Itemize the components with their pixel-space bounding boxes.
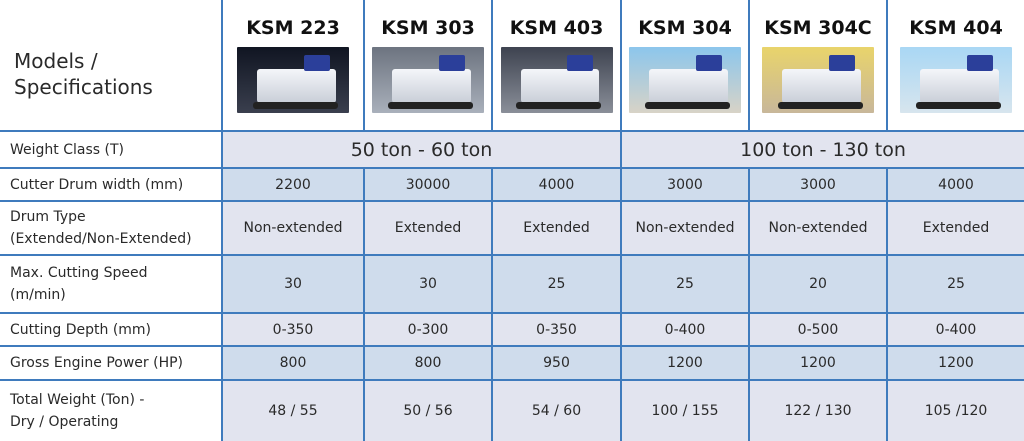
spec-value-cell: 30000 xyxy=(363,167,493,202)
spec-value-cell: 0-350 xyxy=(221,312,365,347)
model-photo xyxy=(372,47,484,113)
model-col-4: KSM 304C xyxy=(748,0,888,132)
spec-value-cell: 100 / 155 xyxy=(620,379,750,441)
row-label: Cutter Drum width (mm) xyxy=(0,167,223,202)
corner-label: Models / Specifications xyxy=(0,0,223,132)
spec-value-cell: Extended xyxy=(491,200,622,256)
spec-value-cell: 30 xyxy=(221,254,365,314)
row-label: Gross Engine Power (HP) xyxy=(0,345,223,381)
spec-value-cell: 54 / 60 xyxy=(491,379,622,441)
row-label: Drum Type (Extended/Non-Extended) xyxy=(0,200,223,256)
model-name: KSM 303 xyxy=(381,17,475,39)
weight-group-cell: 100 ton - 130 ton xyxy=(620,130,1024,169)
model-col-2: KSM 403 xyxy=(491,0,622,132)
spec-value-cell: 4000 xyxy=(886,167,1024,202)
spec-value-cell: 950 xyxy=(491,345,622,381)
spec-value-cell: 30 xyxy=(363,254,493,314)
row-label-line: Drum Type xyxy=(10,209,86,225)
model-name: KSM 304 xyxy=(638,17,732,39)
spec-value-cell: 1200 xyxy=(620,345,750,381)
spec-value-cell: 0-350 xyxy=(491,312,622,347)
weight-group-cell: 50 ton - 60 ton xyxy=(221,130,622,169)
model-photo xyxy=(762,47,874,113)
spec-value-cell: 1200 xyxy=(748,345,888,381)
spec-row: Cutting Depth (mm) 0-350 0-300 0-350 0-400 0… xyxy=(0,312,1024,347)
row-label-line: (m/min) xyxy=(10,287,66,303)
spec-row: Cutter Drum width (mm) 2200 30000 4000 3000… xyxy=(0,167,1024,202)
spec-row: Total Weight (Ton) - Dry / Operating 48 /… xyxy=(0,379,1024,441)
model-name: KSM 304C xyxy=(764,17,872,39)
spec-value-cell: 800 xyxy=(221,345,365,381)
spec-value-cell: 3000 xyxy=(620,167,750,202)
spec-value-cell: 25 xyxy=(491,254,622,314)
model-col-5: KSM 404 xyxy=(886,0,1024,132)
model-photo xyxy=(629,47,741,113)
spec-row: Drum Type (Extended/Non-Extended) Non-ext… xyxy=(0,200,1024,256)
spec-value-cell: 20 xyxy=(748,254,888,314)
spec-value-cell: 2200 xyxy=(221,167,365,202)
spec-value-cell: Non-extended xyxy=(620,200,750,256)
spec-value-cell: 0-500 xyxy=(748,312,888,347)
row-label: Max. Cutting Speed (m/min) xyxy=(0,254,223,314)
spec-value-cell: 25 xyxy=(620,254,750,314)
spec-value-cell: 3000 xyxy=(748,167,888,202)
row-label: Weight Class (T) xyxy=(0,130,223,169)
weight-class-row: Weight Class (T) 50 ton - 60 ton 100 ton… xyxy=(0,130,1024,169)
spec-value-cell: 48 / 55 xyxy=(221,379,365,441)
spec-value-cell: 25 xyxy=(886,254,1024,314)
model-col-3: KSM 304 xyxy=(620,0,750,132)
models-header-row: Models / Specifications KSM 223 KSM 303 … xyxy=(0,0,1024,132)
spec-value-cell: 4000 xyxy=(491,167,622,202)
row-label: Total Weight (Ton) - Dry / Operating xyxy=(0,379,223,441)
spec-value-cell: Non-extended xyxy=(221,200,365,256)
spec-value-cell: 0-300 xyxy=(363,312,493,347)
spec-value-cell: Extended xyxy=(363,200,493,256)
spec-row: Max. Cutting Speed (m/min) 30 30 25 25 20 25 xyxy=(0,254,1024,314)
spec-value-cell: 50 / 56 xyxy=(363,379,493,441)
spec-value-cell: 0-400 xyxy=(620,312,750,347)
row-label-line: Dry / Operating xyxy=(10,414,119,430)
spec-value-cell: 800 xyxy=(363,345,493,381)
spec-value-cell: 0-400 xyxy=(886,312,1024,347)
spec-value-cell: 105 /120 xyxy=(886,379,1024,441)
spec-value-cell: 1200 xyxy=(886,345,1024,381)
model-name: KSM 223 xyxy=(246,17,340,39)
model-photo xyxy=(237,47,349,113)
row-label: Cutting Depth (mm) xyxy=(0,312,223,347)
spec-value-cell: Non-extended xyxy=(748,200,888,256)
model-col-1: KSM 303 xyxy=(363,0,493,132)
model-col-0: KSM 223 xyxy=(221,0,365,132)
model-photo xyxy=(500,47,613,113)
row-label-line: Total Weight (Ton) - xyxy=(10,392,145,408)
model-name: KSM 403 xyxy=(509,17,604,39)
model-photo xyxy=(900,47,1012,113)
spec-row: Gross Engine Power (HP) 800 800 950 1200 120… xyxy=(0,345,1024,381)
spec-value-cell: 122 / 130 xyxy=(748,379,888,441)
row-label-line: (Extended/Non-Extended) xyxy=(10,231,192,247)
spec-value-cell: Extended xyxy=(886,200,1024,256)
row-label-line: Max. Cutting Speed xyxy=(10,265,148,281)
model-name: KSM 404 xyxy=(909,17,1003,39)
